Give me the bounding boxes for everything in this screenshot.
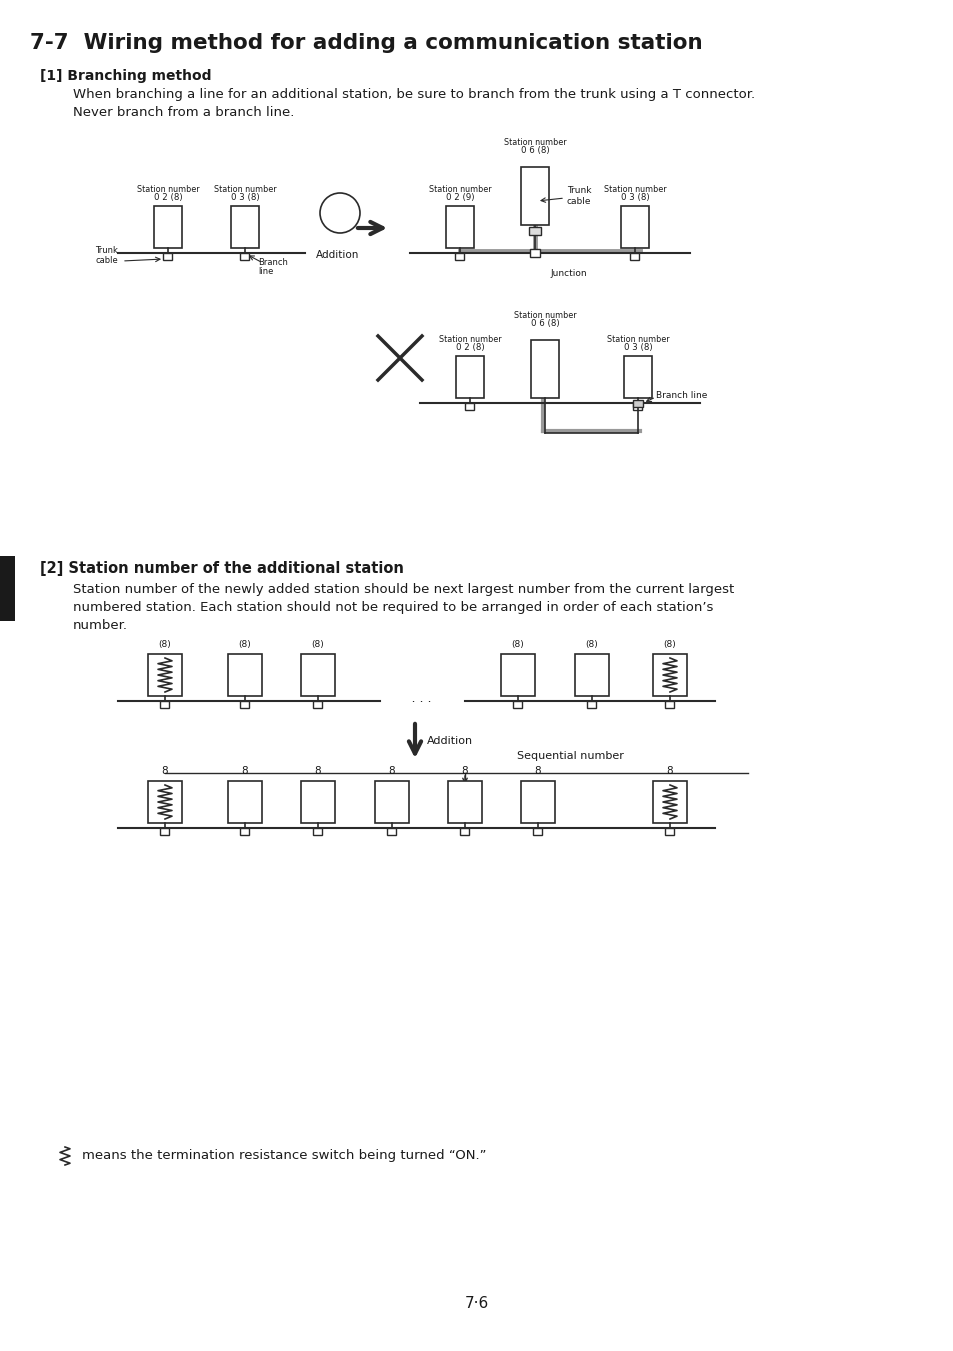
Bar [530, 249, 539, 257]
Bar [513, 701, 522, 708]
Text: 8: 8 [161, 766, 168, 775]
Bar [652, 654, 686, 696]
Bar [228, 654, 262, 696]
Bar [314, 828, 322, 835]
Text: line: line [257, 267, 274, 276]
Text: 0 2 (8): 0 2 (8) [153, 193, 182, 203]
Text: 0 3 (8): 0 3 (8) [623, 343, 652, 353]
Bar [448, 781, 481, 823]
Text: 8: 8 [314, 766, 321, 775]
Bar [301, 781, 335, 823]
Text: 0 6 (8): 0 6 (8) [530, 319, 558, 328]
Bar [465, 403, 474, 409]
Bar [630, 253, 639, 259]
Bar [460, 828, 469, 835]
Text: (8): (8) [312, 640, 324, 648]
Text: (8): (8) [511, 640, 524, 648]
Text: Station number of the newly added station should be next largest number from the: Station number of the newly added statio… [73, 584, 734, 596]
Text: [2] Station number of the additional station: [2] Station number of the additional sta… [40, 561, 403, 576]
Bar [160, 828, 170, 835]
Bar [0, 557, 15, 621]
Text: Sequential number: Sequential number [516, 751, 622, 761]
Bar [228, 781, 262, 823]
Text: Never branch from a branch line.: Never branch from a branch line. [73, 105, 294, 119]
Text: Junction: Junction [550, 269, 586, 278]
Text: Station number: Station number [136, 185, 199, 195]
Text: Station number: Station number [606, 335, 669, 345]
Text: (8): (8) [238, 640, 251, 648]
Text: 0 3 (8): 0 3 (8) [620, 193, 649, 203]
Text: Addition: Addition [316, 250, 359, 259]
Bar [375, 781, 409, 823]
Text: cable: cable [95, 255, 118, 265]
Bar [314, 701, 322, 708]
Text: means the termination resistance switch being turned “ON.”: means the termination resistance switch … [82, 1150, 486, 1162]
Text: 0 2 (9): 0 2 (9) [445, 193, 474, 203]
Text: 0 6 (8): 0 6 (8) [520, 146, 549, 155]
Text: Station number: Station number [603, 185, 665, 195]
Bar [240, 701, 250, 708]
Bar [240, 828, 250, 835]
Text: When branching a line for an additional station, be sure to branch from the trun: When branching a line for an additional … [73, 88, 755, 101]
Text: 8: 8 [534, 766, 540, 775]
Bar [160, 701, 170, 708]
Bar [587, 701, 596, 708]
Text: [1] Branching method: [1] Branching method [40, 69, 212, 82]
Text: Addition: Addition [427, 736, 473, 746]
Bar [533, 828, 542, 835]
Bar [301, 654, 335, 696]
Bar [500, 654, 535, 696]
Text: 8: 8 [666, 766, 673, 775]
Bar [652, 781, 686, 823]
Bar [633, 400, 642, 407]
Text: 7·6: 7·6 [464, 1296, 489, 1310]
Text: Branch line: Branch line [656, 392, 706, 400]
Bar [240, 253, 250, 259]
Bar [531, 340, 558, 399]
Text: (8): (8) [585, 640, 598, 648]
Text: Station number: Station number [428, 185, 491, 195]
Text: number.: number. [73, 619, 128, 632]
Bar [633, 403, 641, 409]
Bar [163, 253, 172, 259]
Text: . . .: . . . [412, 693, 432, 705]
Bar [623, 357, 651, 399]
Text: 7-7  Wiring method for adding a communication station: 7-7 Wiring method for adding a communica… [30, 32, 702, 53]
Bar [387, 828, 396, 835]
Bar [148, 654, 182, 696]
Bar [665, 701, 674, 708]
Text: Trunk: Trunk [95, 246, 118, 255]
Text: 0 2 (8): 0 2 (8) [456, 343, 484, 353]
Text: (8): (8) [663, 640, 676, 648]
Text: (8): (8) [158, 640, 172, 648]
Text: Station number: Station number [213, 185, 276, 195]
Text: 0 3 (8): 0 3 (8) [231, 193, 259, 203]
Text: 8: 8 [241, 766, 248, 775]
Text: numbered station. Each station should not be required to be arranged in order of: numbered station. Each station should no… [73, 601, 713, 613]
Bar [231, 205, 258, 249]
Text: Station number: Station number [503, 138, 566, 147]
Text: 8: 8 [461, 766, 468, 775]
Bar [529, 227, 540, 235]
Bar [665, 828, 674, 835]
Text: Station number: Station number [513, 311, 576, 320]
Bar [455, 253, 464, 259]
Bar [446, 205, 474, 249]
Text: Trunk
cable: Trunk cable [566, 186, 591, 205]
Bar [456, 357, 483, 399]
Text: 8: 8 [388, 766, 395, 775]
Text: Branch: Branch [257, 258, 288, 267]
Bar [620, 205, 648, 249]
Bar [148, 781, 182, 823]
Bar [520, 168, 548, 226]
Bar [153, 205, 182, 249]
Text: Station number: Station number [438, 335, 500, 345]
Bar [520, 781, 555, 823]
Bar [575, 654, 608, 696]
